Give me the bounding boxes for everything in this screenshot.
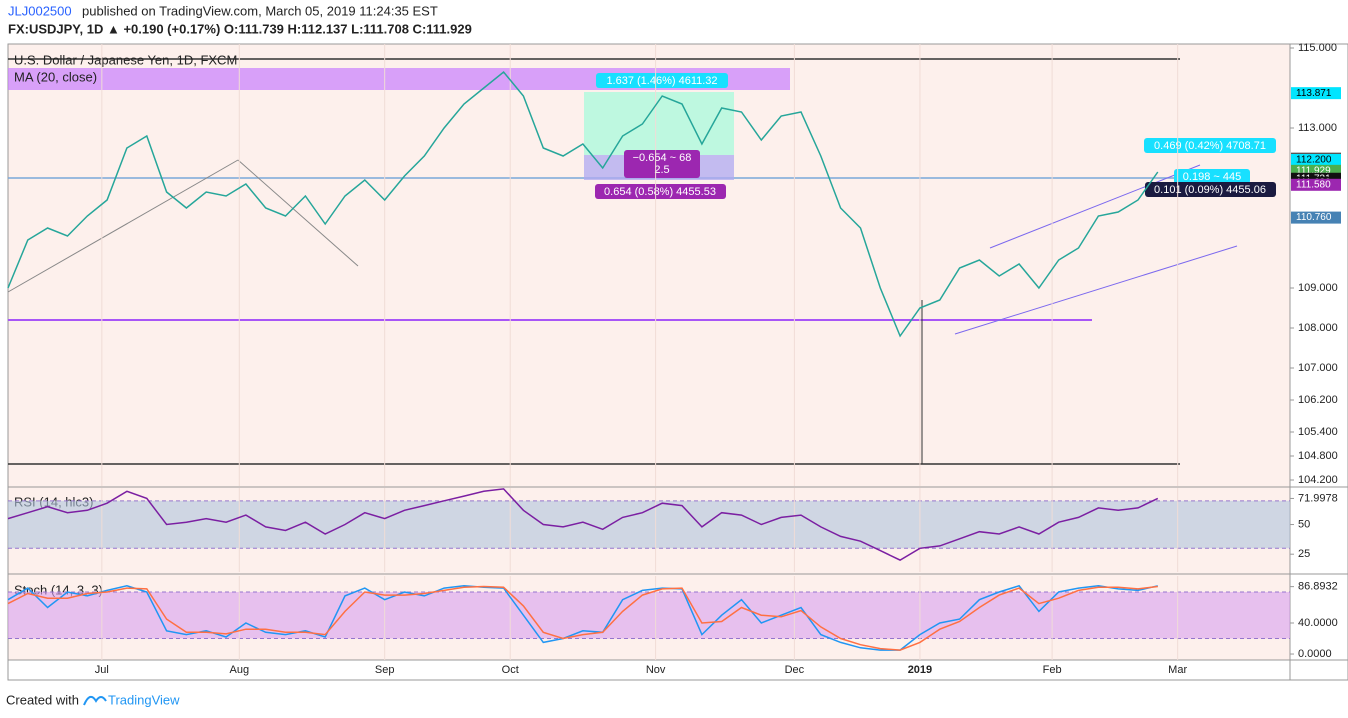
y-tick-label: 40.0000 bbox=[1298, 617, 1338, 629]
y-tick-label: 105.400 bbox=[1298, 426, 1338, 438]
x-tick-label: 2019 bbox=[908, 664, 932, 676]
price-badge bbox=[1291, 154, 1341, 166]
x-tick-label: Sep bbox=[375, 664, 395, 676]
annotation: 2.5 bbox=[654, 164, 669, 176]
frame bbox=[7, 43, 1348, 681]
annotation-bg bbox=[596, 73, 728, 88]
y-tick-label: 107.000 bbox=[1298, 362, 1338, 374]
trendline bbox=[954, 245, 1238, 335]
y-tick-label: 106.200 bbox=[1298, 394, 1338, 406]
user: JLJ002500 bbox=[8, 3, 72, 18]
annotation: 1.637 (1.46%) 4611.32 bbox=[606, 75, 717, 87]
published: published on TradingView.com, March 05, … bbox=[82, 3, 438, 18]
trendline bbox=[989, 164, 1201, 249]
x-tick-label: Jul bbox=[95, 664, 109, 676]
price-label: 113.871 bbox=[1296, 88, 1332, 99]
y-tick-label: 104.200 bbox=[1298, 474, 1338, 486]
annotation: −0.654 ~ 68 bbox=[633, 152, 692, 164]
band bbox=[8, 591, 1290, 639]
series-line bbox=[7, 585, 1158, 651]
annotation-bg bbox=[595, 184, 726, 199]
price-label: 111.929 bbox=[1296, 165, 1331, 176]
annotation-bg bbox=[1144, 138, 1276, 153]
x-tick-label: Mar bbox=[1168, 664, 1187, 676]
y-tick-label: 50 bbox=[1298, 518, 1310, 530]
x-tick-label: Feb bbox=[1043, 664, 1062, 676]
annotation: 0.101 (0.09%) 4455.06 bbox=[1154, 184, 1266, 196]
price-badge bbox=[1291, 211, 1341, 224]
annotation: 0.198 ~ 445 bbox=[1183, 171, 1241, 183]
y-tick-label: 113.000 bbox=[1298, 122, 1337, 134]
y-tick-label: 0.0000 bbox=[1298, 648, 1332, 660]
quote: FX:USDJPY, 1D ▲ +0.190 (+0.17%) O:111.73… bbox=[8, 21, 472, 36]
price-badge bbox=[1291, 178, 1341, 191]
price-label: 112.200 bbox=[1296, 155, 1332, 166]
annotation-bg bbox=[624, 150, 700, 178]
x-tick-label: Nov bbox=[646, 664, 666, 676]
annotation: 0.469 (0.42%) 4708.71 bbox=[1154, 140, 1266, 152]
y-tick-label: 109.000 bbox=[1298, 282, 1338, 294]
trendline bbox=[7, 159, 239, 293]
price-label: 111.580 bbox=[1296, 179, 1331, 190]
zone bbox=[8, 68, 790, 90]
y-tick-label: 108.000 bbox=[1298, 322, 1338, 334]
footer-brand[interactable]: TradingView bbox=[108, 692, 180, 707]
logo bbox=[83, 695, 107, 706]
y-tick-label: 25 bbox=[1298, 548, 1310, 560]
y-tick-label: 71.9978 bbox=[1298, 492, 1338, 504]
annotation: 0.654 (0.58%) 4455.53 bbox=[604, 186, 716, 198]
annotation-bg bbox=[1174, 169, 1250, 184]
x-tick-label: Oct bbox=[502, 664, 519, 676]
price-badge bbox=[1291, 87, 1341, 100]
y-tick-label: 115.000 bbox=[1298, 42, 1337, 54]
indicator: MA (20, close) bbox=[14, 69, 97, 84]
series-line bbox=[7, 488, 1159, 561]
chart-title: U.S. Dollar / Japanese Yen, 1D, FXCM bbox=[14, 52, 237, 67]
y-tick-label: 86.8932 bbox=[1298, 581, 1338, 593]
series-line bbox=[7, 70, 1159, 338]
x-tick-label: Aug bbox=[229, 664, 249, 676]
y-tick-label: 104.800 bbox=[1298, 450, 1338, 462]
price-label: 110.760 bbox=[1296, 212, 1332, 223]
footer-text: Created with bbox=[6, 692, 79, 707]
trendline bbox=[237, 159, 359, 267]
x-tick-label: Dec bbox=[785, 664, 805, 676]
